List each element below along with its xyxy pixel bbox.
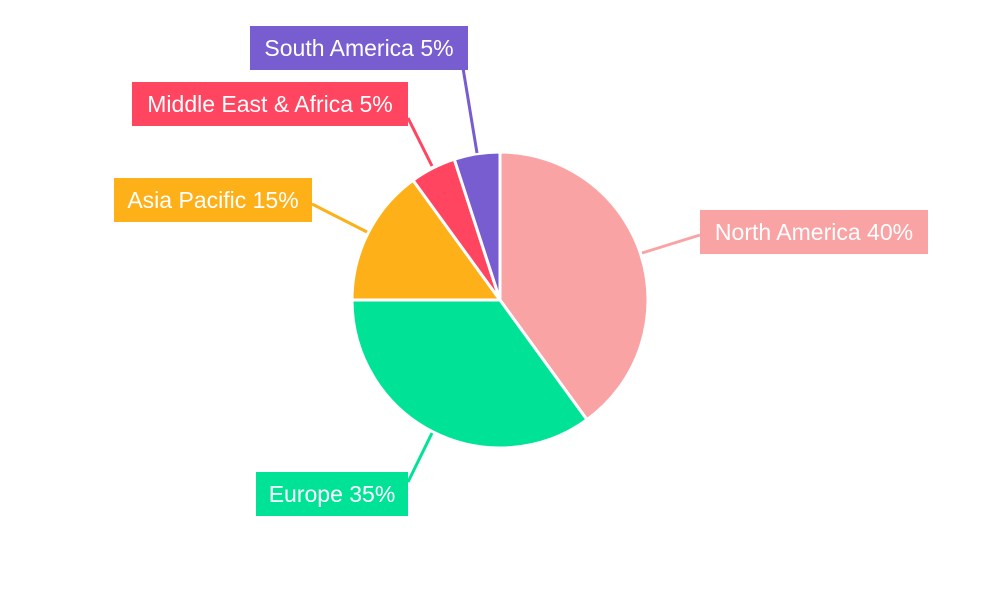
pie-slice-north-america[interactable] [498,150,650,422]
label-connector-south-america [461,67,479,154]
label-connector-north-america [641,233,701,255]
data-label-box-europe [256,472,408,516]
pie-slice-europe[interactable] [350,298,590,450]
pie-slice-south-america[interactable] [452,150,502,301]
data-label-box-middle-east-africa [132,82,408,126]
label-connector-europe [406,432,434,483]
pie-slice-asia-pacific[interactable] [350,178,503,302]
data-label-asia-pacific: Asia Pacific 15% [127,187,298,213]
data-label-box-south-america [250,26,468,70]
data-label-europe: Europe 35% [269,481,396,507]
data-label-middle-east-africa: Middle East & Africa 5% [147,91,392,117]
data-label-box-north-america [700,210,928,254]
data-label-north-america: North America 40% [715,219,913,245]
data-label-south-america: South America 5% [264,35,453,61]
label-connector-middle-east-africa [406,117,434,167]
label-connector-asia-pacific [311,202,368,234]
data-label-box-asia-pacific [114,178,312,222]
